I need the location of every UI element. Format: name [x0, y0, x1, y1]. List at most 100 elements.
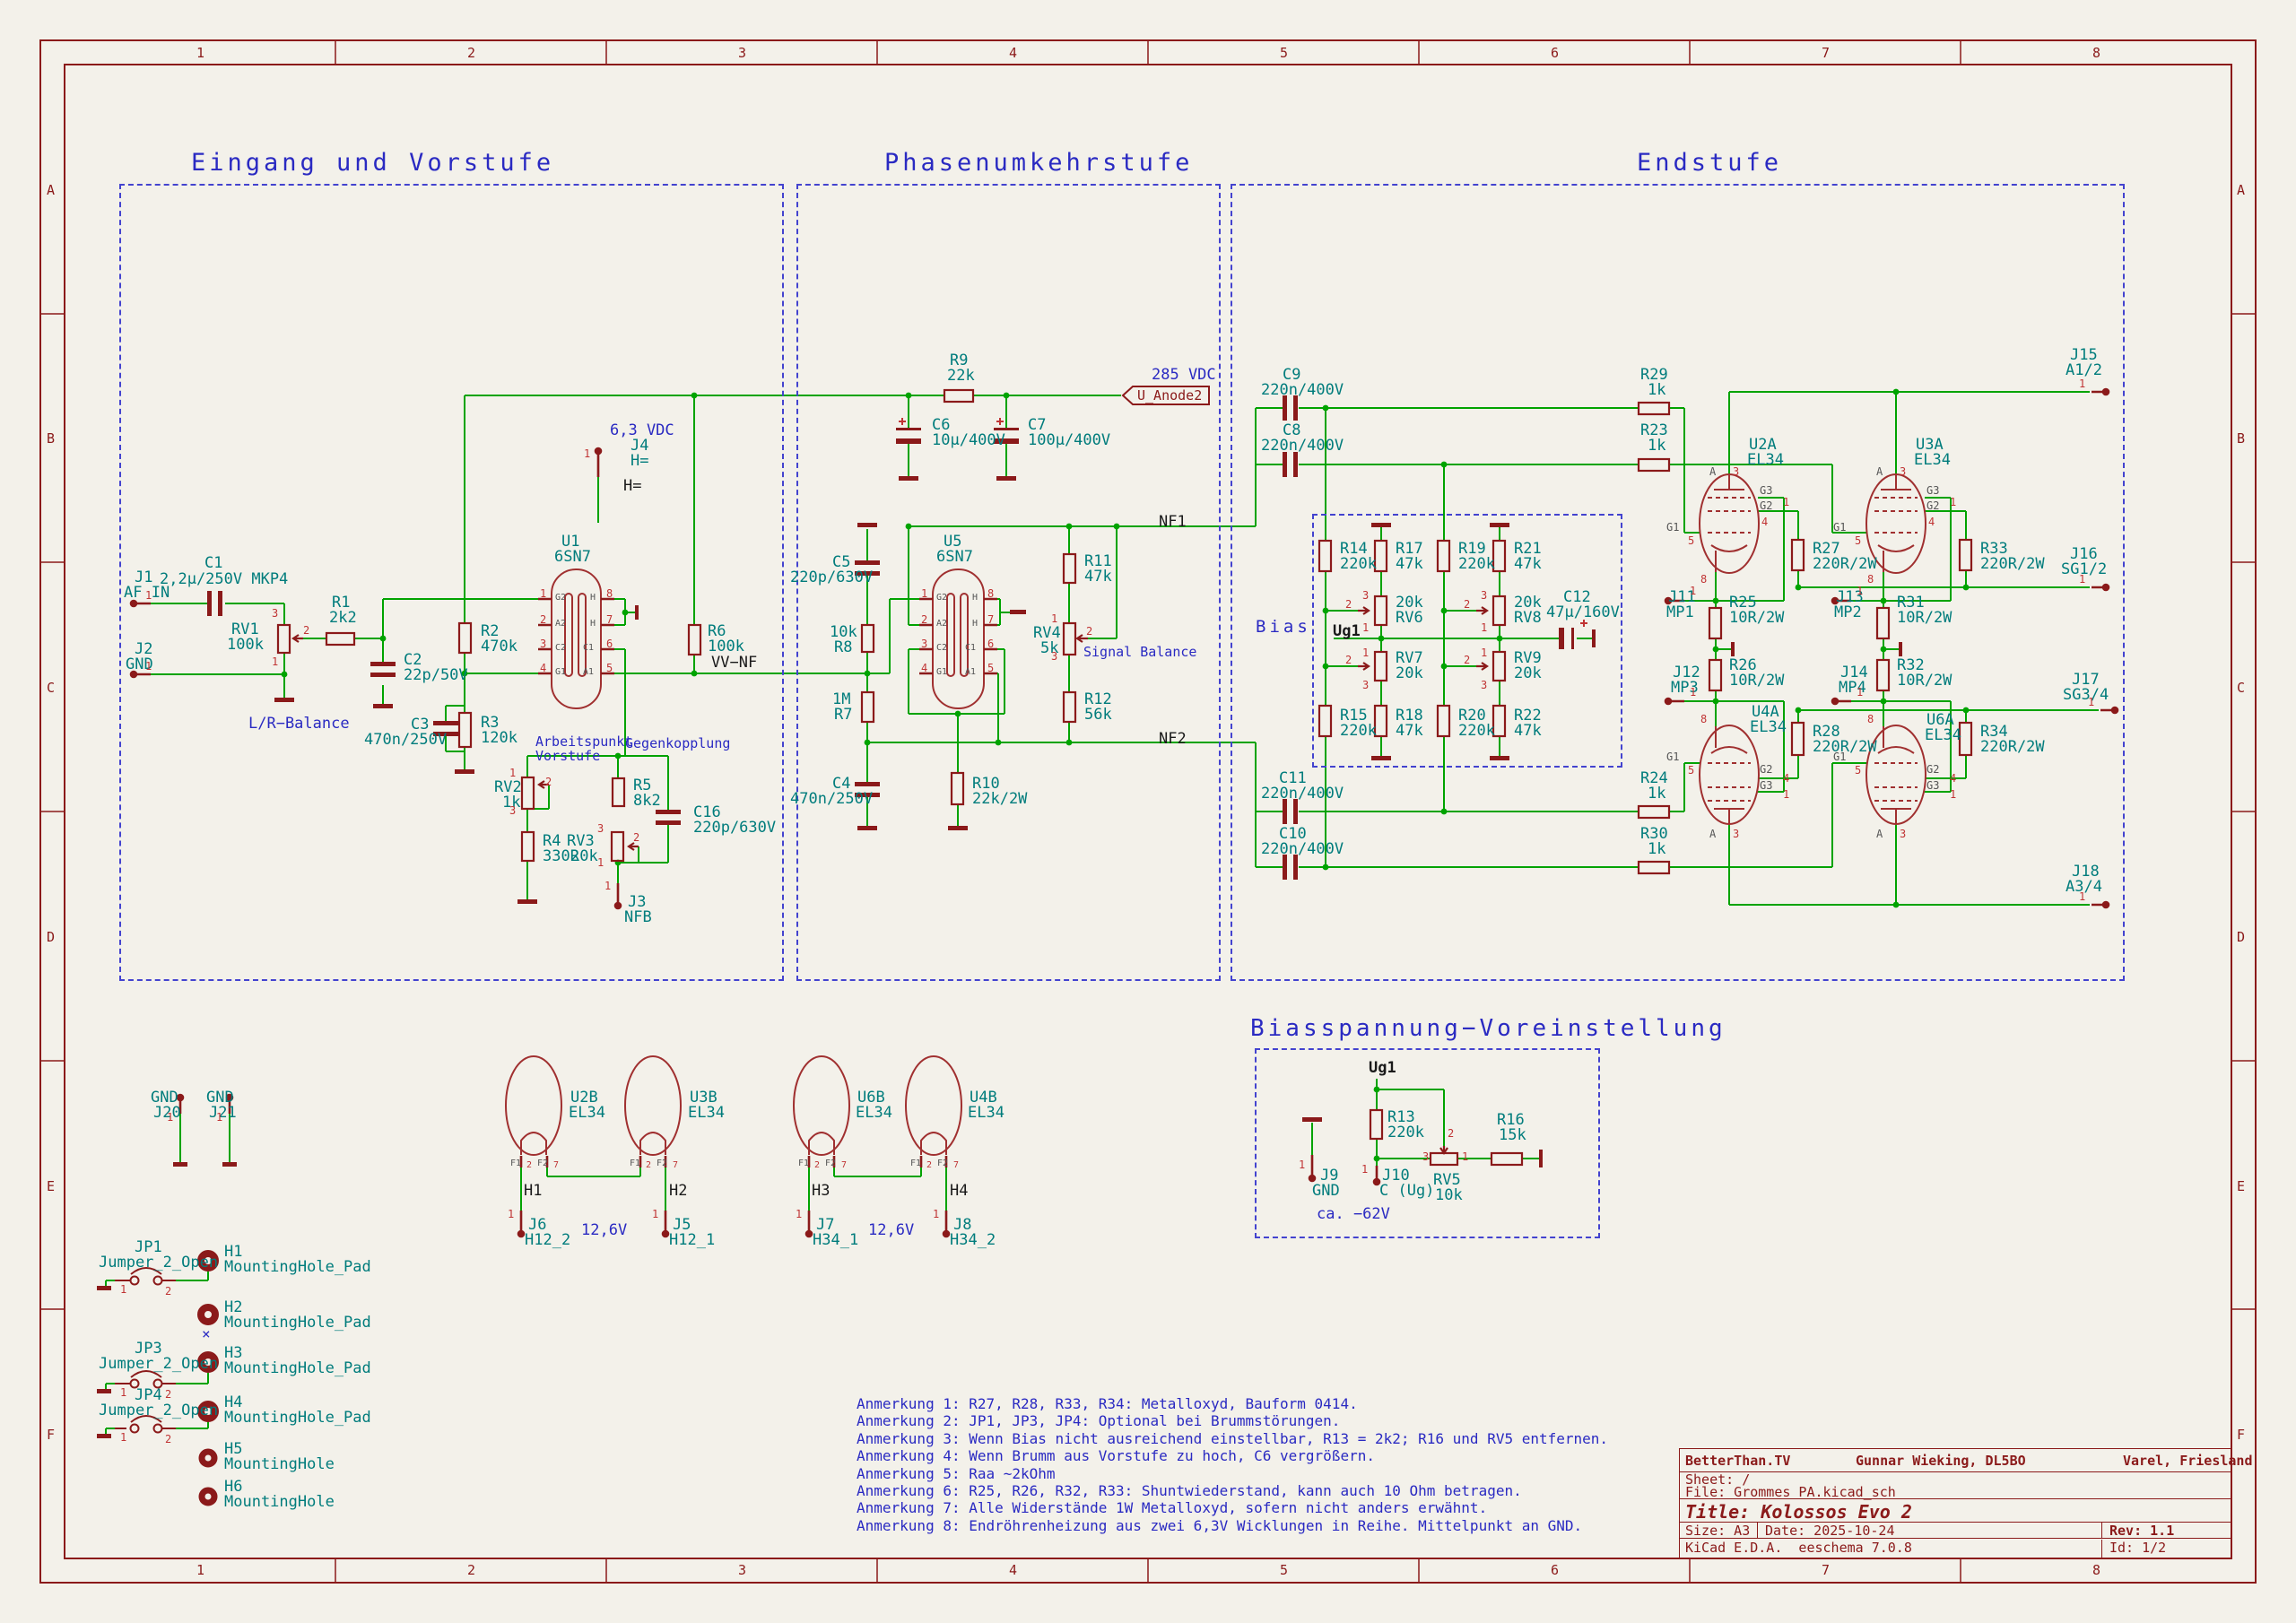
label-1: 1	[921, 587, 928, 600]
label-3: 3	[1900, 828, 1907, 840]
label-anmerkung-4: Anmerkung 4: Wenn Brumm aus Vorstufe zu …	[857, 1447, 1375, 1465]
label-el34: EL34	[1925, 726, 1961, 744]
label-220n-400v: 220n/400V	[1261, 840, 1344, 858]
R6	[687, 623, 702, 656]
label-7: 7	[606, 613, 613, 626]
label-jumper-2-open: Jumper_2_Open	[99, 1254, 219, 1271]
label-6: 6	[987, 638, 995, 650]
label-7: 7	[553, 1160, 560, 1170]
label-j14: J14	[1840, 664, 1868, 681]
section-box-biasspannung-voreinstellung[interactable]	[1255, 1048, 1600, 1238]
label-u4a: U4A	[1752, 703, 1779, 721]
section-box-bias[interactable]	[1312, 514, 1622, 768]
location: Varel, Friesland	[2123, 1453, 2253, 1469]
date-field: Date: 2025-10-24	[1757, 1523, 1895, 1539]
label-g1: G1	[1833, 521, 1847, 534]
label-c3: C3	[411, 716, 430, 733]
label-j17: J17	[2072, 671, 2100, 689]
label-100k: 100k	[227, 636, 264, 654]
label-h34-1: H34_1	[813, 1231, 859, 1249]
section-box-eingang-und-vorstufe[interactable]	[119, 184, 784, 981]
label-1k: 1k	[502, 794, 521, 812]
label-1: 1	[145, 660, 152, 673]
grid-col-4: 4	[1009, 1562, 1018, 1578]
label-22k-2w: 22k/2W	[972, 790, 1028, 808]
label-a: A	[1709, 465, 1717, 478]
RV4	[1062, 621, 1077, 656]
label-4: 4	[1928, 516, 1935, 528]
label-h3: H3	[224, 1344, 243, 1362]
label-g2: G2	[1760, 763, 1773, 776]
label-el34: EL34	[569, 1104, 605, 1122]
R14	[1318, 539, 1333, 573]
capacitors[interactable]	[207, 395, 1574, 880]
tubes[interactable]	[505, 473, 1926, 1156]
label-220r-2w: 220R/2W	[1980, 555, 2045, 573]
label-1: 1	[167, 1111, 174, 1124]
grid-col-8: 8	[2092, 1562, 2101, 1578]
label-rv3: RV3	[567, 832, 595, 850]
label-h4: H4	[950, 1182, 969, 1200]
label-1k: 1k	[1648, 785, 1666, 803]
label-470n-250v: 470n/250V	[790, 790, 874, 808]
label-mountinghole-pad: MountingHole_Pad	[224, 1409, 371, 1427]
J20-pin	[176, 1093, 185, 1102]
label-c2: C2	[555, 643, 567, 653]
label-nf2: NF2	[1159, 730, 1187, 748]
id-field: Id: 1/2	[2101, 1540, 2233, 1558]
label-a: A	[1709, 828, 1717, 840]
label-rv5: RV5	[1433, 1171, 1461, 1189]
label-1: 1	[1299, 1159, 1306, 1171]
tube-U6B-EL34	[793, 1055, 850, 1156]
label-1: 1	[120, 1431, 127, 1444]
tube-U3B-EL34	[624, 1055, 682, 1156]
label-ug1: Ug1	[1369, 1059, 1396, 1077]
label-3: 3	[272, 607, 279, 620]
resistors[interactable]	[276, 388, 1973, 1167]
label-g1: G1	[1666, 751, 1680, 763]
section-box-endstufe[interactable]	[1231, 184, 2125, 981]
label-gnd: GND	[126, 655, 153, 673]
grid-row-A: A	[47, 182, 56, 198]
label-220n-400v: 220n/400V	[1261, 437, 1344, 455]
grid-row-C: C	[47, 680, 56, 696]
label-2: 2	[926, 1160, 933, 1170]
C7	[994, 428, 1019, 444]
label-u-anode2: U_Anode2	[1137, 387, 1203, 404]
label-j9: J9	[1320, 1167, 1339, 1185]
label-h12-2: H12_2	[525, 1231, 571, 1249]
label-1: 1	[216, 1111, 223, 1124]
R11	[1062, 552, 1077, 585]
jumpers[interactable]	[115, 1267, 176, 1434]
label-vorstufe: Vorstufe	[535, 748, 601, 764]
label-2: 2	[1464, 654, 1471, 666]
label-c1: C1	[583, 643, 595, 653]
connector-pins[interactable]	[129, 387, 2119, 1238]
label-220k: 220k	[1340, 555, 1377, 573]
tube-U4B-EL34	[905, 1055, 962, 1156]
J14-pin	[1831, 697, 1839, 706]
section-box-phasenumkehrstufe[interactable]	[796, 184, 1221, 981]
label-r23: R23	[1640, 421, 1668, 439]
C16	[656, 810, 681, 825]
label-r27: R27	[1813, 540, 1840, 558]
rv9-wiper-arrow	[1476, 662, 1489, 671]
hier-label-u-anode2[interactable]	[1121, 386, 1210, 405]
label-a: A	[1876, 828, 1883, 840]
label-r8: R8	[834, 638, 853, 656]
label-jp3: JP3	[135, 1340, 162, 1358]
label-r22: R22	[1514, 707, 1542, 725]
label-mp1: MP1	[1666, 603, 1694, 621]
label-220n-400v: 220n/400V	[1261, 785, 1344, 803]
J13-pin	[1831, 596, 1839, 605]
label-5: 5	[987, 662, 995, 674]
label-c10: C10	[1279, 825, 1307, 843]
R26	[1708, 658, 1723, 692]
label-r11: R11	[1084, 552, 1112, 570]
label-j12: J12	[1673, 664, 1700, 681]
label-r34: R34	[1980, 723, 2008, 741]
J9-pin	[1308, 1174, 1317, 1183]
label-2: 2	[165, 1433, 172, 1445]
mounting-holes[interactable]	[197, 1250, 219, 1506]
